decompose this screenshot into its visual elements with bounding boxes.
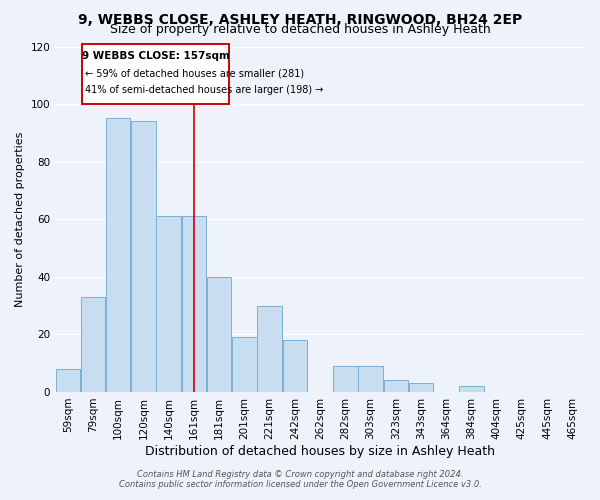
Bar (257, 306, 282, 392)
Text: ← 59% of detached houses are smaller (281): ← 59% of detached houses are smaller (28… (85, 68, 305, 78)
Text: Size of property relative to detached houses in Ashley Heath: Size of property relative to detached ho… (110, 22, 490, 36)
Bar (157, 216, 181, 392)
Text: 41% of semi-detached houses are larger (198) →: 41% of semi-detached houses are larger (… (85, 86, 324, 96)
Y-axis label: Number of detached properties: Number of detached properties (15, 132, 25, 307)
Text: 9 WEBBS CLOSE: 157sqm: 9 WEBBS CLOSE: 157sqm (82, 51, 229, 61)
Bar (459, 386, 484, 392)
Text: Contains HM Land Registry data © Crown copyright and database right 2024.
Contai: Contains HM Land Registry data © Crown c… (119, 470, 481, 489)
Bar (131, 122, 156, 392)
Bar (232, 338, 257, 392)
Bar (106, 118, 130, 392)
FancyBboxPatch shape (82, 44, 229, 104)
Bar (383, 380, 408, 392)
Bar (207, 277, 232, 392)
Bar (182, 216, 206, 392)
Text: 9, WEBBS CLOSE, ASHLEY HEATH, RINGWOOD, BH24 2EP: 9, WEBBS CLOSE, ASHLEY HEATH, RINGWOOD, … (78, 12, 522, 26)
Bar (81, 297, 105, 392)
Bar (409, 384, 433, 392)
Bar (56, 369, 80, 392)
Bar (333, 366, 358, 392)
X-axis label: Distribution of detached houses by size in Ashley Heath: Distribution of detached houses by size … (145, 444, 495, 458)
Bar (283, 340, 307, 392)
Bar (358, 366, 383, 392)
